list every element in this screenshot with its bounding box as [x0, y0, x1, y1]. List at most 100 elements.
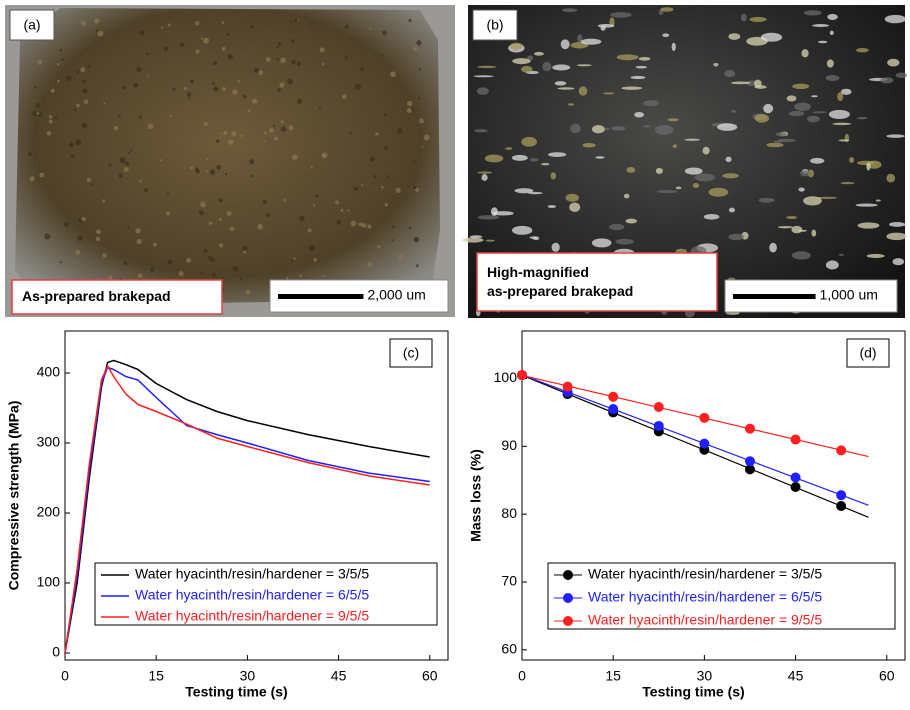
speck: [96, 229, 101, 234]
speck: [886, 174, 895, 183]
speck: [83, 80, 87, 84]
speck: [398, 254, 403, 259]
speck: [108, 276, 112, 280]
speck: [419, 119, 424, 124]
speck: [577, 64, 592, 66]
speck: [676, 187, 682, 190]
speck: [322, 63, 325, 66]
x-tick-label: 30: [240, 668, 256, 684]
speck: [713, 63, 718, 67]
speck: [810, 158, 824, 164]
speck: [227, 54, 233, 60]
speck: [414, 237, 420, 243]
data-point: [517, 370, 527, 380]
speck: [83, 89, 88, 94]
speck: [184, 87, 187, 90]
speck: [240, 278, 242, 280]
speck: [581, 39, 602, 45]
speck: [224, 131, 228, 135]
speck: [118, 173, 122, 177]
speck: [320, 47, 325, 52]
speck: [319, 107, 321, 109]
speck: [592, 238, 612, 247]
y-tick-label: 100: [494, 369, 518, 385]
speck: [308, 228, 312, 232]
speck: [896, 73, 907, 78]
scale-label: 2,000 um: [367, 287, 425, 303]
speck: [49, 120, 53, 124]
speck: [617, 54, 639, 60]
speck: [761, 33, 782, 42]
speck: [84, 99, 89, 104]
speck: [190, 166, 193, 169]
speck: [210, 169, 216, 175]
speck: [849, 157, 854, 163]
speck: [778, 139, 796, 142]
speck: [833, 123, 852, 125]
speck: [279, 83, 284, 88]
speck: [230, 226, 234, 230]
speck: [521, 137, 537, 147]
speck: [416, 40, 421, 45]
speck: [830, 31, 834, 36]
speck: [336, 220, 341, 225]
speck: [187, 92, 191, 96]
speck: [463, 238, 484, 243]
speck: [724, 70, 735, 77]
speck: [166, 211, 170, 215]
legend-swatch: [563, 616, 573, 626]
speck: [741, 14, 747, 22]
data-point: [654, 421, 664, 431]
speck: [225, 173, 227, 175]
speck: [481, 174, 487, 181]
speck: [477, 215, 499, 219]
speck: [75, 139, 81, 145]
speck: [880, 77, 893, 83]
speck: [515, 188, 534, 193]
speck: [226, 33, 229, 36]
speck: [416, 264, 419, 267]
speck: [407, 101, 413, 107]
speck: [390, 71, 396, 77]
speck: [827, 14, 838, 20]
data-point: [745, 456, 755, 466]
speck: [826, 75, 840, 81]
speck: [857, 117, 868, 119]
speck: [251, 175, 253, 177]
speck: [199, 210, 204, 215]
speck: [240, 135, 242, 137]
speck: [263, 200, 267, 204]
speck: [610, 12, 631, 17]
speck: [167, 192, 169, 194]
speck: [195, 21, 199, 25]
speck: [144, 188, 148, 192]
speck: [811, 230, 816, 237]
x-tick-label: 45: [331, 668, 347, 684]
speck: [807, 116, 820, 123]
y-tick-label: 60: [501, 641, 517, 657]
speck: [634, 112, 644, 117]
speck: [811, 95, 818, 97]
speck: [754, 80, 762, 88]
speck: [130, 149, 132, 151]
speck: [108, 163, 111, 166]
speck: [243, 251, 246, 254]
speck: [34, 86, 36, 88]
speck: [558, 87, 575, 90]
speck: [763, 104, 773, 113]
speck: [125, 161, 129, 165]
legend-label: Water hyacinth/resin/hardener = 3/5/5: [135, 566, 369, 582]
speck: [867, 254, 885, 258]
speck: [57, 63, 59, 65]
speck: [103, 253, 107, 257]
speck: [643, 100, 659, 106]
speck: [291, 60, 296, 65]
speck: [889, 222, 905, 227]
speck: [170, 115, 172, 117]
speck: [82, 123, 87, 128]
speck: [604, 128, 610, 130]
speck: [755, 114, 769, 123]
speck: [792, 251, 811, 259]
speck: [759, 198, 775, 203]
scale-label: 1,000 um: [820, 287, 878, 303]
